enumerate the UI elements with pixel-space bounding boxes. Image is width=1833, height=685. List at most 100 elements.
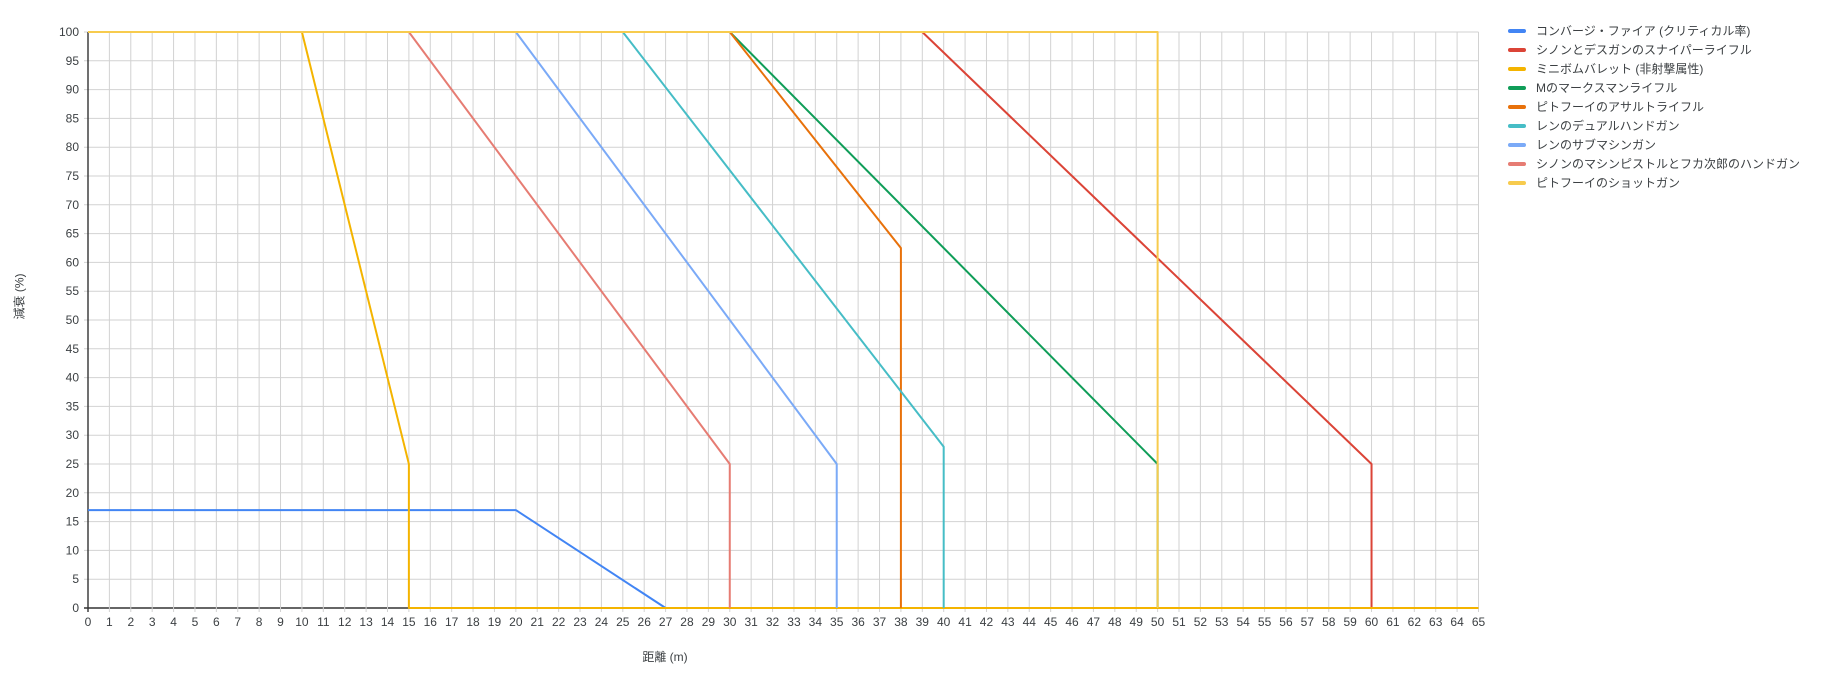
legend-swatch bbox=[1508, 123, 1526, 128]
x-axis-tick-label: 16 bbox=[424, 615, 438, 629]
legend-swatch bbox=[1508, 47, 1526, 52]
x-axis-tick-label: 23 bbox=[573, 615, 587, 629]
x-axis-tick-label: 31 bbox=[744, 615, 758, 629]
x-axis-tick-label: 62 bbox=[1408, 615, 1422, 629]
legend-swatch bbox=[1508, 66, 1526, 71]
series-line-1[interactable] bbox=[88, 509, 667, 609]
legend-item-4[interactable]: Mのマークスマンライフル bbox=[1508, 81, 1800, 95]
x-axis-tick-label: 55 bbox=[1258, 615, 1272, 629]
y-axis-tick-label: 10 bbox=[66, 543, 80, 557]
x-axis-tick-label: 13 bbox=[359, 615, 373, 629]
x-axis-tick-label: 50 bbox=[1151, 615, 1165, 629]
y-axis-tick-label: 30 bbox=[66, 428, 80, 442]
x-axis-tick-label: 63 bbox=[1429, 615, 1443, 629]
legend-item-7[interactable]: レンのサブマシンガン bbox=[1508, 138, 1800, 152]
legend-label: Mのマークスマンライフル bbox=[1536, 81, 1678, 95]
x-axis-tick-label: 58 bbox=[1322, 615, 1336, 629]
x-axis-tick-label: 47 bbox=[1087, 615, 1101, 629]
x-axis-tick-label: 29 bbox=[702, 615, 716, 629]
legend-item-6[interactable]: レンのデュアルハンドガン bbox=[1508, 119, 1800, 133]
x-axis-tick-label: 7 bbox=[234, 615, 241, 629]
x-axis-tick-label: 54 bbox=[1237, 615, 1251, 629]
x-axis-tick-label: 51 bbox=[1172, 615, 1186, 629]
legend-swatch bbox=[1508, 85, 1526, 90]
x-axis-tick-label: 33 bbox=[787, 615, 801, 629]
x-axis-tick-label: 44 bbox=[1023, 615, 1037, 629]
x-axis-tick-label: 37 bbox=[873, 615, 887, 629]
x-axis-tick-label: 21 bbox=[531, 615, 545, 629]
x-axis-tick-label: 49 bbox=[1130, 615, 1144, 629]
y-axis-tick-label: 95 bbox=[66, 54, 80, 68]
x-axis-tick-label: 26 bbox=[638, 615, 652, 629]
legend-item-5[interactable]: ピトフーイのアサルトライフル bbox=[1508, 100, 1800, 114]
x-axis-tick-label: 27 bbox=[659, 615, 673, 629]
x-axis-tick-label: 11 bbox=[317, 615, 330, 629]
x-axis-tick-label: 4 bbox=[170, 615, 177, 629]
x-axis-tick-label: 35 bbox=[830, 615, 844, 629]
x-axis-tick-label: 17 bbox=[445, 615, 459, 629]
y-axis-tick-label: 15 bbox=[66, 515, 80, 529]
x-axis-tick-label: 59 bbox=[1343, 615, 1357, 629]
legend-swatch bbox=[1508, 28, 1526, 33]
legend-label: ピトフーイのショットガン bbox=[1536, 176, 1681, 190]
series-line-9[interactable] bbox=[88, 31, 1159, 608]
legend-label: コンバージ・ファイア (クリティカル率) bbox=[1536, 24, 1751, 38]
x-axis-tick-label: 1 bbox=[106, 615, 113, 629]
x-axis-tick-label: 38 bbox=[894, 615, 908, 629]
x-axis-tick-label: 48 bbox=[1108, 615, 1122, 629]
y-axis-tick-label: 0 bbox=[72, 601, 79, 615]
x-axis-tick-label: 12 bbox=[338, 615, 352, 629]
legend-item-3[interactable]: ミニボムバレット (非射撃属性) bbox=[1508, 62, 1800, 76]
y-axis-tick-label: 65 bbox=[66, 227, 80, 241]
x-axis-tick-label: 42 bbox=[980, 615, 994, 629]
legend-label: レンのデュアルハンドガン bbox=[1536, 119, 1680, 133]
y-axis-tick-label: 45 bbox=[66, 342, 80, 356]
x-axis-tick-label: 36 bbox=[851, 615, 865, 629]
chart-legend: コンバージ・ファイア (クリティカル率) シノンとデスガンのスナイパーライフルミニ… bbox=[1508, 24, 1801, 190]
legend-label: シノンのマシンピストルとフカ次郎のハンドガン bbox=[1536, 157, 1801, 171]
y-axis-tick-label: 100 bbox=[59, 25, 79, 39]
x-axis-tick-label: 25 bbox=[616, 615, 630, 629]
legend-item-1[interactable]: コンバージ・ファイア (クリティカル率) bbox=[1508, 24, 1800, 38]
x-axis-title: 距離 (m) bbox=[642, 650, 688, 664]
x-axis-tick-label: 5 bbox=[192, 615, 199, 629]
legend-label: ピトフーイのアサルトライフル bbox=[1536, 100, 1705, 114]
y-axis-tick-label: 90 bbox=[66, 83, 80, 97]
y-axis-tick-label: 80 bbox=[66, 140, 80, 154]
legend-swatch bbox=[1508, 161, 1526, 166]
y-axis-tick-label: 25 bbox=[66, 457, 80, 471]
x-axis-tick-label: 45 bbox=[1044, 615, 1058, 629]
y-axis-title: 減衰 (%) bbox=[12, 273, 27, 320]
x-axis-tick-label: 24 bbox=[595, 615, 609, 629]
legend-label: ミニボムバレット (非射撃属性) bbox=[1536, 62, 1704, 76]
x-axis-tick-label: 53 bbox=[1215, 615, 1229, 629]
x-axis-tick-label: 18 bbox=[466, 615, 480, 629]
line-chart-plot: 0510152025303540455055606570758085909510… bbox=[59, 25, 1486, 629]
y-axis-tick-label: 85 bbox=[66, 111, 80, 125]
x-axis-tick-label: 32 bbox=[766, 615, 780, 629]
legend-swatch bbox=[1508, 142, 1526, 147]
x-axis-tick-label: 14 bbox=[381, 615, 395, 629]
x-axis-tick-label: 60 bbox=[1365, 615, 1379, 629]
x-axis-tick-label: 61 bbox=[1386, 615, 1400, 629]
x-axis-tick-label: 15 bbox=[402, 615, 416, 629]
y-axis-tick-label: 50 bbox=[66, 313, 80, 327]
x-axis-tick-label: 22 bbox=[552, 615, 566, 629]
y-axis-tick-label: 60 bbox=[66, 255, 80, 269]
x-axis-tick-label: 9 bbox=[277, 615, 284, 629]
x-axis-tick-label: 28 bbox=[680, 615, 694, 629]
x-axis-tick-label: 30 bbox=[723, 615, 737, 629]
x-axis-tick-label: 65 bbox=[1472, 615, 1486, 629]
y-axis-tick-label: 55 bbox=[66, 284, 80, 298]
y-axis-tick-label: 35 bbox=[66, 399, 80, 413]
x-axis-tick-label: 0 bbox=[85, 615, 92, 629]
x-axis-tick-label: 3 bbox=[149, 615, 156, 629]
x-axis-tick-label: 43 bbox=[1001, 615, 1015, 629]
x-axis-tick-label: 2 bbox=[127, 615, 134, 629]
legend-item-8[interactable]: シノンのマシンピストルとフカ次郎のハンドガン bbox=[1508, 157, 1801, 171]
x-axis-tick-label: 6 bbox=[213, 615, 220, 629]
y-axis-tick-label: 40 bbox=[66, 371, 80, 385]
legend-item-2[interactable]: シノンとデスガンのスナイパーライフル bbox=[1508, 43, 1800, 57]
legend-item-9[interactable]: ピトフーイのショットガン bbox=[1508, 176, 1800, 190]
